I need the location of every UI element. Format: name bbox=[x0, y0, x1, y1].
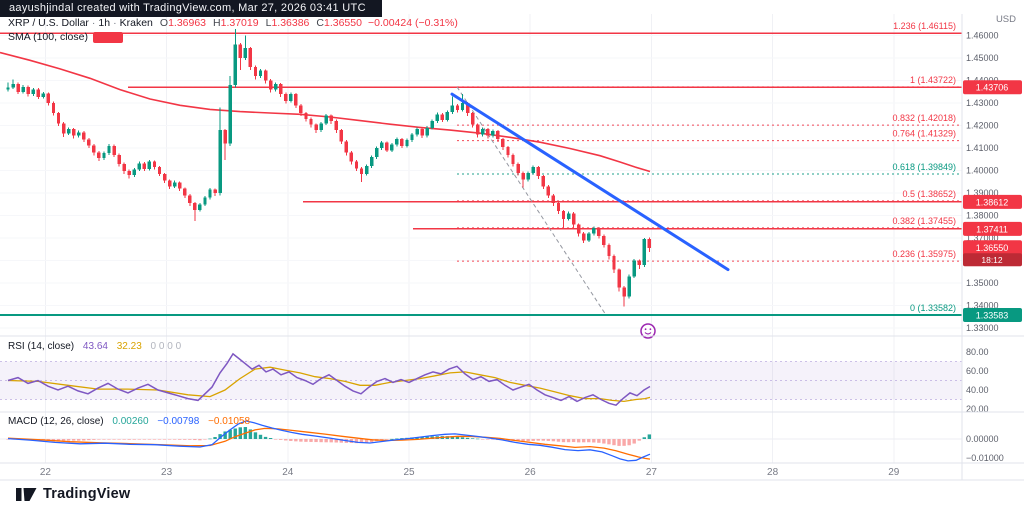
svg-text:60.00: 60.00 bbox=[966, 366, 989, 376]
tradingview-logo-icon bbox=[16, 487, 37, 501]
low-value: 1.36386 bbox=[271, 17, 310, 29]
high-label: H bbox=[213, 17, 221, 29]
pane-separators[interactable] bbox=[0, 14, 1024, 481]
macd-legend: MACD (12, 26, close) 0.00260 −0.00798 −0… bbox=[8, 416, 250, 427]
svg-text:1.33583: 1.33583 bbox=[976, 310, 1009, 320]
svg-text:0.618 (1.39849): 0.618 (1.39849) bbox=[892, 162, 956, 172]
tradingview-logo-text: TradingView bbox=[43, 486, 131, 502]
svg-text:0.764 (1.41329): 0.764 (1.41329) bbox=[892, 129, 956, 139]
svg-text:1.37000: 1.37000 bbox=[966, 233, 999, 243]
close-value: 1.36550 bbox=[324, 17, 362, 29]
svg-text:1.34000: 1.34000 bbox=[966, 301, 999, 311]
low-label: L bbox=[265, 17, 272, 29]
svg-text:0 (1.33582): 0 (1.33582) bbox=[910, 303, 956, 313]
svg-text:0.382 (1.37455): 0.382 (1.37455) bbox=[892, 216, 956, 226]
svg-text:1 (1.43722): 1 (1.43722) bbox=[910, 75, 956, 85]
rsi-title[interactable]: RSI (14, close) bbox=[8, 341, 75, 352]
currency-label[interactable]: USD bbox=[995, 14, 1016, 25]
svg-text:26: 26 bbox=[525, 467, 537, 478]
interval-label[interactable]: 1h bbox=[98, 17, 111, 29]
price-badges: 1.43706 1.38612 1.37411 1.36550 18:12 1.33583 bbox=[963, 80, 1022, 322]
close-label: C bbox=[316, 17, 324, 29]
svg-text:1.43000: 1.43000 bbox=[966, 98, 999, 108]
legend-separator: · bbox=[91, 17, 96, 29]
grid bbox=[0, 14, 962, 463]
macd-title[interactable]: MACD (12, 26, close) bbox=[8, 416, 104, 427]
svg-text:1.36550: 1.36550 bbox=[976, 243, 1009, 253]
time-axis[interactable]: 22 23 24 25 26 27 28 29 bbox=[40, 467, 900, 478]
svg-text:24: 24 bbox=[282, 467, 294, 478]
macd-hist-value: 0.00260 bbox=[112, 416, 149, 427]
rsi-extra-values: 0 0 0 0 bbox=[150, 341, 182, 352]
symbol-legend: XRP / U.S. Dollar · 1h · Kraken O1.36963 H1.37… bbox=[8, 17, 458, 29]
sma-label[interactable]: SMA (100, close) bbox=[8, 31, 88, 43]
svg-text:40.00: 40.00 bbox=[966, 385, 989, 395]
svg-text:0.236 (1.35975): 0.236 (1.35975) bbox=[892, 249, 956, 259]
candlestick-series bbox=[6, 28, 652, 307]
svg-text:1.38000: 1.38000 bbox=[966, 211, 999, 221]
sma-value-badge bbox=[92, 31, 123, 43]
rsi-legend: RSI (14, close) 43.64 32.23 0 0 0 0 bbox=[8, 341, 181, 352]
rsi-ma-value: 32.23 bbox=[116, 341, 142, 352]
attribution-banner: aayushjindal created with TradingView.co… bbox=[0, 0, 382, 17]
svg-text:1.33000: 1.33000 bbox=[966, 323, 999, 333]
svg-text:1.236 (1.46115): 1.236 (1.46115) bbox=[893, 21, 956, 31]
svg-text:22: 22 bbox=[40, 467, 52, 478]
open-value: 1.36963 bbox=[168, 17, 207, 29]
fib-connector-line bbox=[456, 86, 607, 316]
svg-text:1.41000: 1.41000 bbox=[966, 143, 999, 153]
high-value: 1.37019 bbox=[220, 17, 259, 29]
svg-text:25: 25 bbox=[403, 467, 415, 478]
change-value: −0.00424 (−0.31%) bbox=[367, 17, 458, 29]
exchange-label: Kraken bbox=[119, 17, 153, 29]
svg-text:1.45000: 1.45000 bbox=[966, 53, 999, 63]
svg-text:1.40000: 1.40000 bbox=[966, 166, 999, 176]
svg-text:28: 28 bbox=[767, 467, 779, 478]
sma-100-line bbox=[0, 51, 651, 173]
macd-line-value: −0.00798 bbox=[157, 416, 200, 427]
rsi-value: 43.64 bbox=[82, 341, 108, 352]
svg-text:1.35000: 1.35000 bbox=[966, 278, 999, 288]
svg-text:1.38612: 1.38612 bbox=[976, 197, 1009, 207]
macd-signal-value: −0.01058 bbox=[208, 416, 251, 427]
tradingview-logo[interactable]: TradingView bbox=[16, 486, 130, 502]
rsi-ma-line bbox=[7, 366, 651, 403]
rsi-line bbox=[7, 352, 651, 407]
svg-text:0.832 (1.42018): 0.832 (1.42018) bbox=[892, 113, 956, 123]
svg-text:29: 29 bbox=[888, 467, 900, 478]
price-axis[interactable]: 1.460001.450001.440001.430001.420001.410… bbox=[966, 31, 999, 334]
trend-line[interactable] bbox=[450, 92, 730, 272]
svg-text:1.37411: 1.37411 bbox=[976, 224, 1008, 234]
macd-line bbox=[7, 420, 651, 462]
symbol-title[interactable]: XRP / U.S. Dollar bbox=[8, 17, 89, 29]
svg-text:−0.01000: −0.01000 bbox=[966, 453, 1004, 463]
svg-text:23: 23 bbox=[161, 467, 173, 478]
emoji-sticker-icon[interactable] bbox=[640, 323, 656, 339]
svg-text:1.42000: 1.42000 bbox=[966, 121, 999, 131]
svg-text:18:12: 18:12 bbox=[981, 255, 1003, 265]
legend-separator: · bbox=[113, 17, 117, 29]
svg-text:1.39000: 1.39000 bbox=[966, 188, 999, 198]
open-label: O bbox=[159, 17, 169, 29]
svg-text:0.5 (1.38652): 0.5 (1.38652) bbox=[902, 189, 956, 199]
sma-legend: SMA (100, close) bbox=[8, 31, 123, 43]
rsi-pane: 80.00 60.00 40.00 20.00 bbox=[0, 347, 989, 414]
horizontal-lines[interactable] bbox=[0, 32, 962, 316]
svg-text:1.46000: 1.46000 bbox=[966, 31, 999, 41]
macd-pane: 0.00000 −0.01000 bbox=[0, 420, 1004, 463]
svg-text:1.43706: 1.43706 bbox=[976, 83, 1009, 93]
svg-text:27: 27 bbox=[646, 467, 658, 478]
svg-text:20.00: 20.00 bbox=[966, 404, 989, 414]
svg-text:0.00000: 0.00000 bbox=[966, 434, 999, 444]
svg-text:80.00: 80.00 bbox=[966, 347, 989, 357]
